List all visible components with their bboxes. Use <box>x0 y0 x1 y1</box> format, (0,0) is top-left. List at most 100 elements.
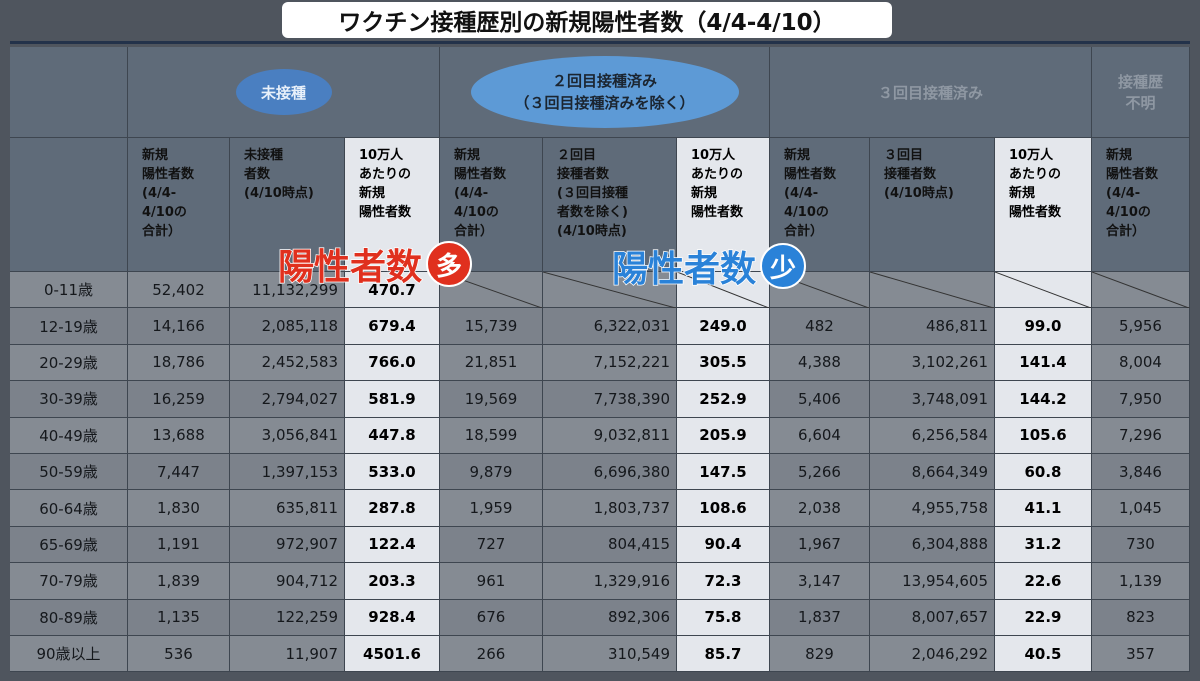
diagonal-line <box>1092 272 1190 309</box>
table-cell: 470.7 <box>345 272 440 309</box>
table-cell: 5,956 <box>1092 308 1190 345</box>
table-cell: 1,959 <box>440 490 543 527</box>
callout-text: 陽性者数 <box>277 246 423 289</box>
header-cell: ２回目 接種者数 (３回目接種 者数を除く) (4/10時点) <box>543 138 677 272</box>
table-cell: 8,004 <box>1092 344 1190 382</box>
table-cell: 904,712 <box>230 563 345 600</box>
group-cell: ３回目接種済み <box>770 47 1092 138</box>
table-cell: 1,837 <box>770 599 870 636</box>
table-cell: 635,811 <box>230 490 345 527</box>
table-cell: 0-11歳 <box>10 272 128 309</box>
table-cell: 1,191 <box>128 526 230 564</box>
header-cell: 未接種 者数 (4/10時点) <box>230 138 345 272</box>
table-cell: 536 <box>128 636 230 673</box>
callout-text: 陽性者数 <box>611 248 757 291</box>
table-cell: 7,296 <box>1092 417 1190 454</box>
table-cell: 3,056,841 <box>230 417 345 454</box>
table-cell: 144.2 <box>995 381 1092 418</box>
table-cell: 50-59歳 <box>10 454 128 491</box>
table-cell: 252.9 <box>677 381 770 418</box>
table-cell: 730 <box>1092 526 1190 564</box>
table-cell: 1,139 <box>1092 563 1190 600</box>
table-cell: 41.1 <box>995 490 1092 527</box>
table-cell: 829 <box>770 636 870 673</box>
table-cell: 447.8 <box>345 417 440 454</box>
header-cell: 新規 陽性者数 (4/4- 4/10の 合計） <box>440 138 543 272</box>
table-cell: 30-39歳 <box>10 381 128 418</box>
group-cell: ２回目接種済み （３回目接種済みを除く） <box>440 47 770 138</box>
table-cell: 727 <box>440 526 543 564</box>
table-cell: 11,907 <box>230 636 345 673</box>
table-cell: 6,256,584 <box>870 417 995 454</box>
table-cell: 22.9 <box>995 599 1092 636</box>
table-cell: 2,038 <box>770 490 870 527</box>
table-cell: 16,259 <box>128 381 230 418</box>
table-cell: 249.0 <box>677 308 770 345</box>
group-cell: 接種歴 不明 <box>1092 47 1190 138</box>
diagonal <box>995 272 1092 309</box>
table-cell: 823 <box>1092 599 1190 636</box>
header-cell: 新規 陽性者数 (4/4- 4/10の 合計） <box>128 138 230 272</box>
group-label: ２回目接種済み （３回目接種済みを除く） <box>470 56 739 128</box>
table-cell: 13,688 <box>128 417 230 454</box>
table-cell: 7,447 <box>128 454 230 491</box>
table-cell: 581.9 <box>345 381 440 418</box>
table-cell: 1,329,916 <box>543 563 677 600</box>
table-cell: 90.4 <box>677 526 770 564</box>
table-cell: 12-19歳 <box>10 308 128 345</box>
diagonal-line <box>677 272 770 309</box>
table-cell: 266 <box>440 636 543 673</box>
callout: 陽性者数少 <box>611 240 807 292</box>
table-cell: 147.5 <box>677 454 770 491</box>
table-cell: 482 <box>770 308 870 345</box>
table-cell: 5,406 <box>770 381 870 418</box>
table-cell: 2,046,292 <box>870 636 995 673</box>
table-cell: 85.7 <box>677 636 770 673</box>
table-cell: 961 <box>440 563 543 600</box>
table-cell: 287.8 <box>345 490 440 527</box>
table-cell: 804,415 <box>543 526 677 564</box>
table-cell: 2,085,118 <box>230 308 345 345</box>
table-cell: 305.5 <box>677 344 770 382</box>
table-cell: 65-69歳 <box>10 526 128 564</box>
table-cell: 19,569 <box>440 381 543 418</box>
table-cell: 3,147 <box>770 563 870 600</box>
table-cell: 22.6 <box>995 563 1092 600</box>
table-cell: 122,259 <box>230 599 345 636</box>
table-cell: 90歳以上 <box>10 636 128 673</box>
table-cell: 108.6 <box>677 490 770 527</box>
table-cell: 31.2 <box>995 526 1092 564</box>
table-cell: 141.4 <box>995 344 1092 382</box>
table-cell: 486,811 <box>870 308 995 345</box>
table-cell: 18,599 <box>440 417 543 454</box>
table-cell: 766.0 <box>345 344 440 382</box>
group-cell <box>10 47 128 138</box>
table-cell <box>543 272 677 309</box>
table-cell: 7,738,390 <box>543 381 677 418</box>
table-cell: 1,830 <box>128 490 230 527</box>
table-cell: 6,322,031 <box>543 308 677 345</box>
table-cell: 52,402 <box>128 272 230 309</box>
table-cell: 679.4 <box>345 308 440 345</box>
table-cell: 972,907 <box>230 526 345 564</box>
group-label: 接種歴 不明 <box>1117 73 1163 112</box>
diagonal <box>870 272 995 309</box>
table-cell: 892,306 <box>543 599 677 636</box>
table-cell: 6,304,888 <box>870 526 995 564</box>
group-cell: 未接種 <box>128 47 440 138</box>
callout: 陽性者数多 <box>277 238 473 290</box>
header-cell: 新規 陽性者数 (4/4- 4/10の 合計） <box>1092 138 1190 272</box>
table-cell: 676 <box>440 599 543 636</box>
table-cell: 122.4 <box>345 526 440 564</box>
table-cell: 70-79歳 <box>10 563 128 600</box>
table-cell: 1,397,153 <box>230 454 345 491</box>
table-cell: 8,664,349 <box>870 454 995 491</box>
table-cell <box>1092 272 1190 309</box>
header-cell: 10万人 あたりの 新規 陽性者数 <box>677 138 770 272</box>
table-cell: 1,135 <box>128 599 230 636</box>
header-cell <box>10 138 128 272</box>
table-cell: 2,794,027 <box>230 381 345 418</box>
diagonal <box>1092 272 1190 309</box>
rule <box>10 41 1190 44</box>
table-cell: 18,786 <box>128 344 230 382</box>
